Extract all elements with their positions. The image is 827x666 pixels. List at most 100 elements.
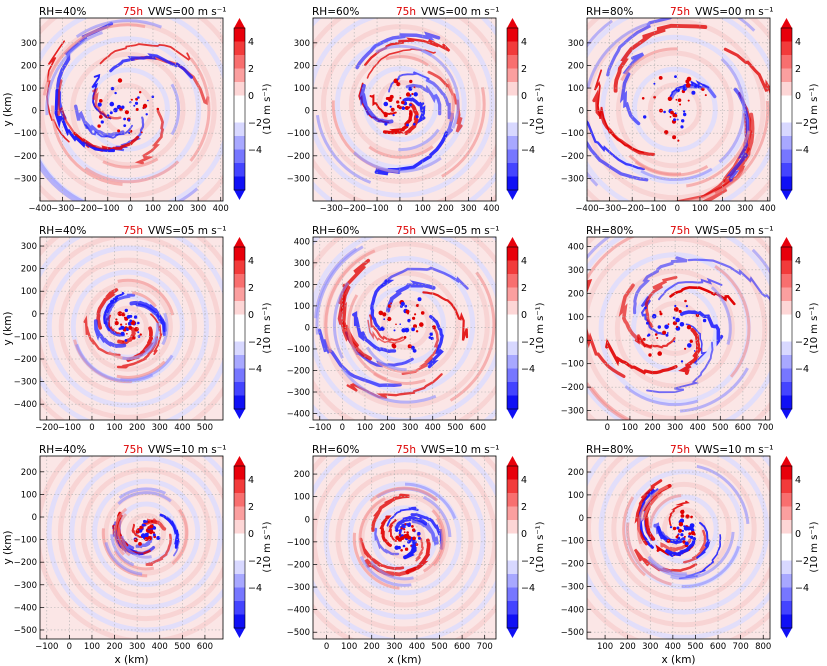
x-tick-label: 500 bbox=[712, 423, 728, 433]
x-tick-label: −100 bbox=[643, 204, 666, 214]
colorbar-top-arrow bbox=[234, 237, 245, 247]
panel-6: 0 100 200 300 400 500 600 700−300−200−100010020… bbox=[561, 225, 820, 433]
colorbar-segment bbox=[234, 466, 245, 480]
core-cell bbox=[404, 523, 407, 526]
core-cell bbox=[664, 324, 669, 330]
y-tick-label: 100 bbox=[21, 490, 37, 500]
colorbar-segment bbox=[507, 274, 518, 288]
core-cell bbox=[673, 118, 676, 122]
core-cell bbox=[392, 114, 395, 117]
x-tick-label: 100 bbox=[84, 642, 100, 652]
negative-band bbox=[403, 97, 426, 124]
core-cell bbox=[419, 322, 424, 327]
colorbar-frame bbox=[780, 246, 793, 410]
core-cell bbox=[411, 92, 414, 96]
x-tick-label: 700 bbox=[733, 642, 749, 652]
colorbar-tick-label: −4 bbox=[521, 583, 535, 594]
ring-band bbox=[40, 20, 217, 199]
positive-band bbox=[618, 283, 653, 349]
colorbar-label: (10 m s⁻¹) bbox=[262, 302, 273, 353]
core-cell bbox=[382, 312, 387, 317]
colorbar-tick-label: 2 bbox=[521, 502, 527, 513]
positive-band bbox=[587, 382, 723, 420]
core-cell bbox=[395, 535, 400, 540]
colorbar-segment bbox=[781, 55, 792, 69]
negative-band bbox=[587, 19, 613, 187]
colorbar-tick-label: −4 bbox=[795, 145, 809, 156]
x-tick-label: 200 bbox=[364, 642, 380, 652]
x-tick-label: 100 bbox=[106, 423, 122, 433]
colorbar-segment bbox=[507, 560, 518, 575]
core-cell bbox=[673, 307, 679, 312]
colorbar-bottom-arrow bbox=[507, 409, 518, 419]
colorbar-segment bbox=[234, 55, 245, 69]
negative-band bbox=[104, 542, 143, 576]
negative-band bbox=[369, 560, 414, 581]
core-cell bbox=[100, 120, 104, 124]
negative-band bbox=[647, 555, 687, 576]
core-cell bbox=[135, 97, 139, 101]
core-cell bbox=[115, 318, 118, 321]
negative-band bbox=[380, 266, 469, 290]
y-tick-label: −300 bbox=[287, 583, 310, 593]
colorbar-segment bbox=[781, 287, 792, 302]
x-tick-label: −400 bbox=[28, 204, 51, 214]
vws-label: VWS=00 m s⁻¹ bbox=[695, 6, 774, 18]
colorbar-segment bbox=[507, 533, 518, 548]
colorbar-segment bbox=[234, 560, 245, 575]
colorbar-top-arrow bbox=[234, 456, 245, 466]
colorbar-segment bbox=[507, 247, 518, 261]
colorbar-segment bbox=[234, 382, 245, 396]
colorbar-segment bbox=[234, 274, 245, 288]
x-tick-label: −100 bbox=[308, 423, 331, 433]
colorbar-label: (10 m s⁻¹) bbox=[535, 521, 546, 572]
core-cell bbox=[400, 527, 403, 530]
colorbar-tick-label: 0 bbox=[795, 91, 801, 102]
colorbar-segment bbox=[234, 260, 245, 275]
core-cell bbox=[405, 92, 411, 97]
core-cell bbox=[669, 526, 673, 529]
positive-band bbox=[96, 288, 119, 330]
ring-band bbox=[587, 456, 770, 639]
negative-band bbox=[679, 310, 724, 347]
colorbar-frame bbox=[233, 27, 246, 191]
negative-band bbox=[110, 534, 135, 567]
colorbar-tick-label: 2 bbox=[248, 64, 254, 75]
core-cell bbox=[405, 309, 410, 314]
core-cell bbox=[659, 310, 662, 313]
core-cell bbox=[407, 523, 411, 527]
y-tick-label: −200 bbox=[287, 366, 310, 376]
negative-band bbox=[117, 491, 172, 505]
x-tick-label: 800 bbox=[755, 642, 771, 652]
y-tick-label: 200 bbox=[294, 470, 310, 480]
core-cell bbox=[416, 304, 419, 307]
core-cell bbox=[682, 110, 686, 113]
positive-band bbox=[587, 278, 626, 378]
negative-band bbox=[170, 83, 181, 136]
core-cell bbox=[396, 104, 401, 109]
negative-band bbox=[375, 44, 433, 57]
colorbar-tick-label: 4 bbox=[521, 37, 527, 48]
colorbar-segment bbox=[507, 314, 518, 329]
colorbar-segment bbox=[234, 136, 245, 150]
colorbar-tick-label: 0 bbox=[521, 529, 527, 540]
y-tick-label: −100 bbox=[14, 129, 37, 139]
anomaly-field bbox=[313, 456, 496, 639]
core-cell bbox=[384, 122, 388, 126]
colorbar-segment bbox=[507, 260, 518, 275]
core-cell bbox=[415, 330, 419, 333]
x-tick-label: −300 bbox=[598, 204, 621, 214]
positive-band bbox=[117, 512, 131, 557]
colorbar-segment bbox=[781, 466, 792, 480]
colorbar-segment bbox=[507, 368, 518, 383]
core-cell bbox=[393, 329, 396, 332]
x-tick-label: −100 bbox=[96, 204, 119, 214]
core-cell bbox=[670, 110, 674, 115]
colorbar-segment bbox=[507, 82, 518, 96]
vws-label: VWS=10 m s⁻¹ bbox=[421, 444, 500, 456]
positive-band bbox=[368, 145, 434, 159]
y-tick-label: −300 bbox=[14, 581, 37, 591]
y-tick-label: 100 bbox=[294, 493, 310, 503]
y-tick-label: −200 bbox=[14, 355, 37, 365]
positive-band bbox=[373, 372, 426, 385]
